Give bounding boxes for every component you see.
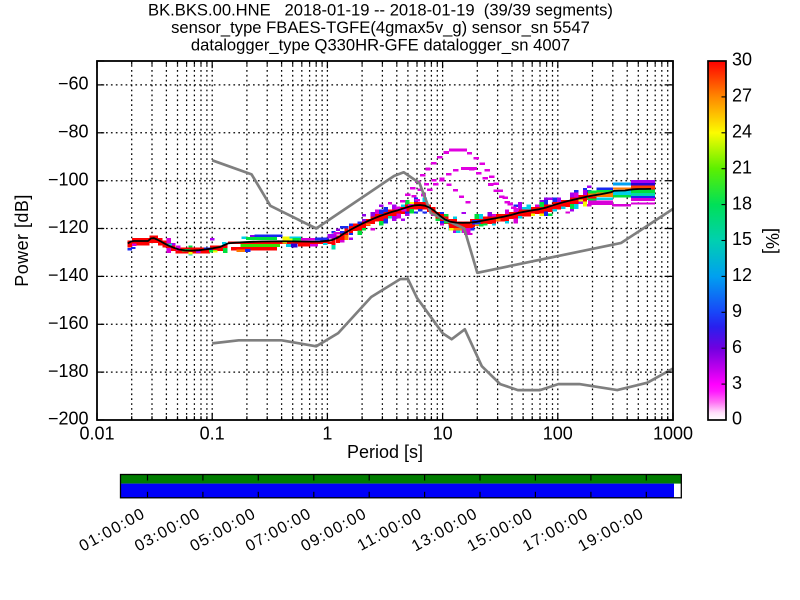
svg-text:10: 10 <box>433 424 453 444</box>
svg-text:30: 30 <box>732 50 752 70</box>
svg-text:datalogger_type Q330HR-GFE dat: datalogger_type Q330HR-GFE datalogger_sn… <box>191 36 570 55</box>
svg-text:Power [dB]: Power [dB] <box>12 194 32 287</box>
svg-text:−160: −160 <box>48 313 89 333</box>
svg-text:3: 3 <box>732 373 742 393</box>
svg-text:[%]: [%] <box>762 228 782 254</box>
svg-text:18: 18 <box>732 193 752 213</box>
svg-text:0.01: 0.01 <box>79 424 114 444</box>
svg-text:100: 100 <box>543 424 573 444</box>
svg-text:−120: −120 <box>48 217 89 237</box>
svg-text:sensor_type FBAES-TGFE(4gmax5v: sensor_type FBAES-TGFE(4gmax5v_g) sensor… <box>171 18 590 37</box>
svg-text:9: 9 <box>732 301 742 321</box>
svg-text:24: 24 <box>732 122 752 142</box>
svg-text:Period [s]: Period [s] <box>347 442 423 462</box>
svg-text:0.1: 0.1 <box>200 424 225 444</box>
svg-text:1000: 1000 <box>653 424 693 444</box>
svg-text:21: 21 <box>732 157 752 177</box>
svg-text:15: 15 <box>732 229 752 249</box>
svg-text:0: 0 <box>732 409 742 429</box>
svg-text:27: 27 <box>732 86 752 106</box>
svg-text:−80: −80 <box>58 122 89 142</box>
svg-text:−180: −180 <box>48 361 89 381</box>
svg-text:−200: −200 <box>48 409 89 429</box>
svg-text:−140: −140 <box>48 265 89 285</box>
svg-text:1: 1 <box>322 424 332 444</box>
svg-text:−60: −60 <box>58 74 89 94</box>
svg-text:BK.BKS.00.HNE 2018-01-19 --: BK.BKS.00.HNE 2018-01-19 -- 2018-01-19 (… <box>148 1 613 20</box>
svg-text:−100: −100 <box>48 169 89 189</box>
svg-text:12: 12 <box>732 265 752 285</box>
svg-text:6: 6 <box>732 337 742 357</box>
